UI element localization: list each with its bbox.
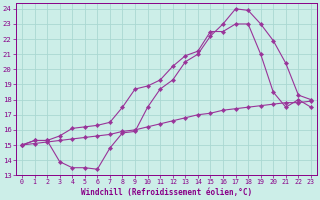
X-axis label: Windchill (Refroidissement éolien,°C): Windchill (Refroidissement éolien,°C) [81,188,252,197]
